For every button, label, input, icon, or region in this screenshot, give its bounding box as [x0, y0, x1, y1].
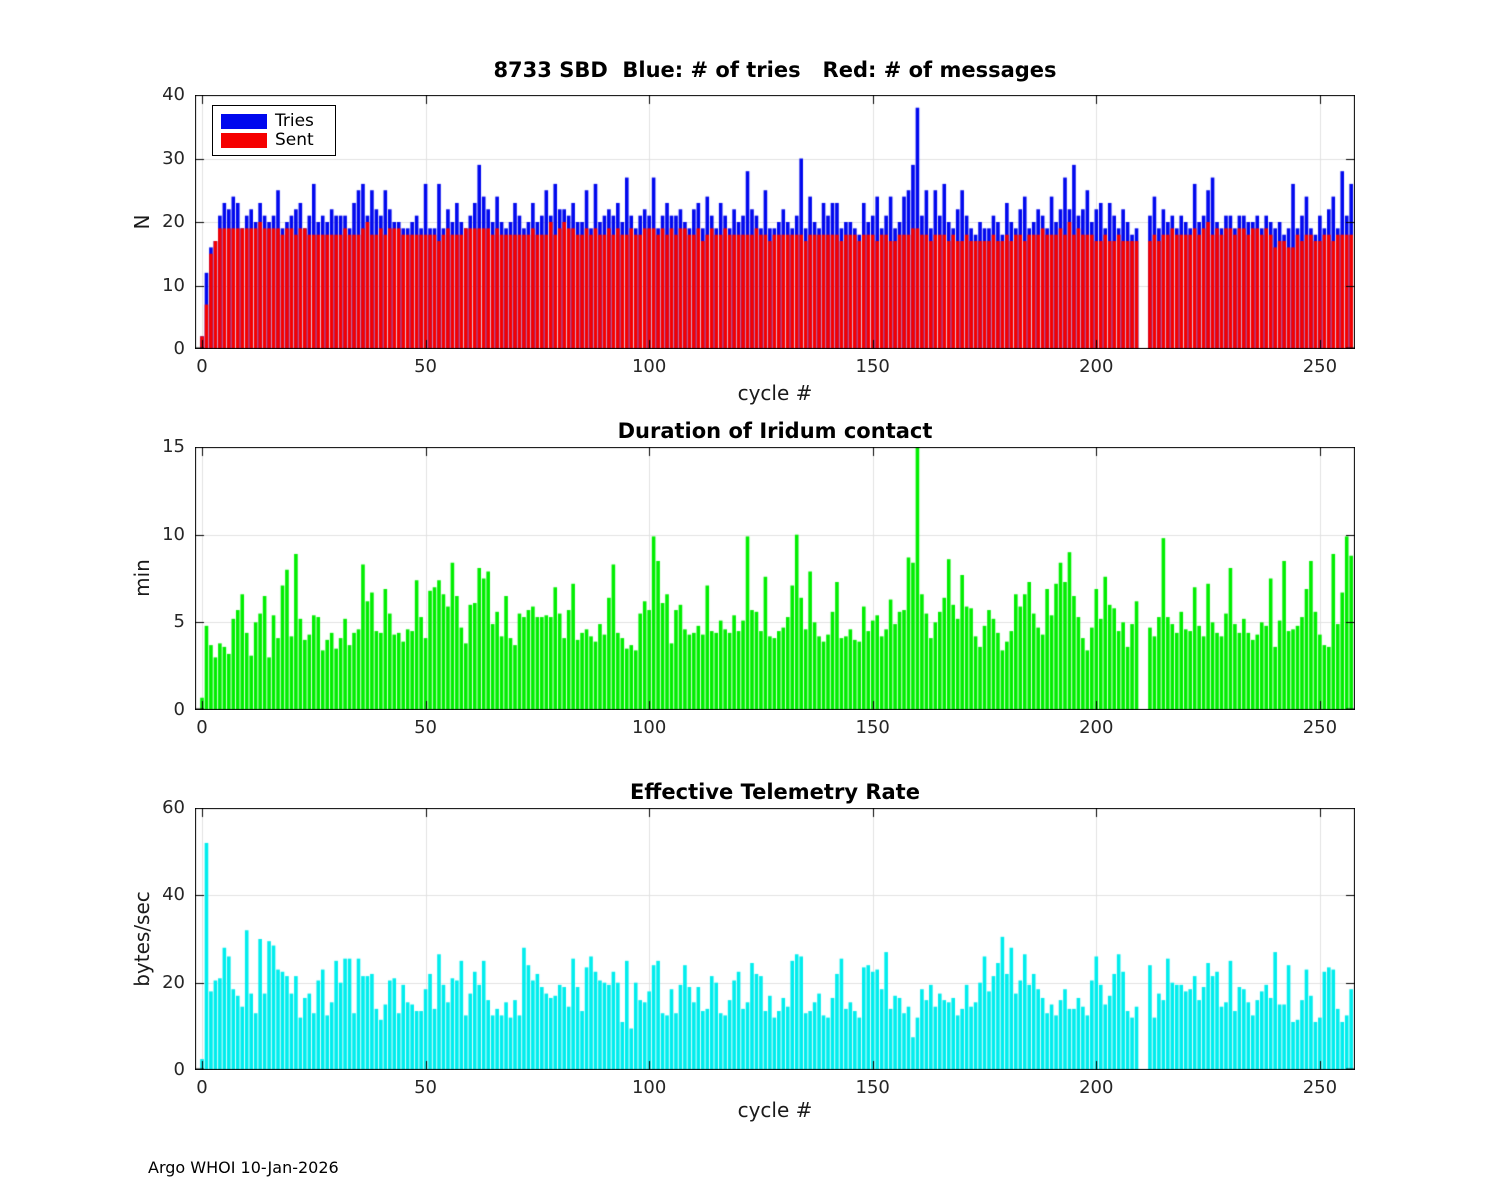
chart-title-iridium-duration: Duration of Iridum contact — [617, 419, 933, 443]
figure-footer-text: Argo WHOI 10-Jan-2026 — [148, 1158, 339, 1177]
y-tick-label: 5 — [173, 611, 185, 633]
x-axis-label-cycle-top: cycle # — [737, 381, 813, 405]
x-axis-label-cycle-bottom: cycle # — [737, 1098, 813, 1122]
chart-title-tries-messages: 8733 SBD Blue: # of tries Red: # of mess… — [493, 58, 1057, 82]
y-tick-label: 0 — [173, 1059, 185, 1080]
y-axis-label-min: min — [130, 559, 154, 597]
y-tick-label: 0 — [173, 338, 185, 359]
y-tick-label: 0 — [173, 699, 185, 720]
legend-label-tries: Tries — [275, 111, 314, 131]
sent-color-swatch — [221, 133, 267, 148]
chart-title-telemetry-rate: Effective Telemetry Rate — [630, 780, 920, 804]
x-tick-label: 0 — [196, 717, 208, 738]
x-tick-label: 200 — [1079, 356, 1114, 377]
y-tick-label: 15 — [162, 436, 185, 457]
y-axis-label-bytes-per-sec: bytes/sec — [130, 891, 154, 987]
x-tick-label: 250 — [1302, 356, 1338, 377]
x-tick-label: 50 — [414, 1077, 438, 1098]
x-tick-label: 50 — [414, 717, 438, 738]
legend-entry-sent: Sent — [221, 131, 335, 150]
y-tick-label: 40 — [162, 84, 185, 105]
y-tick-label: 60 — [162, 797, 185, 818]
y-tick-label: 40 — [162, 884, 185, 906]
duration-bar-chart — [195, 447, 1355, 710]
x-tick-label: 100 — [631, 717, 667, 738]
tries-color-swatch — [221, 114, 267, 129]
legend: Tries Sent — [212, 105, 336, 156]
x-tick-label: 100 — [631, 1077, 667, 1098]
legend-label-sent: Sent — [275, 130, 314, 150]
x-tick-label: 200 — [1079, 717, 1114, 738]
legend-entry-tries: Tries — [221, 112, 335, 131]
y-tick-label: 10 — [162, 274, 185, 296]
x-tick-label: 150 — [855, 356, 890, 377]
y-tick-label: 10 — [162, 523, 185, 545]
x-tick-label: 200 — [1079, 1077, 1114, 1098]
x-tick-label: 250 — [1302, 717, 1338, 738]
telemetry-rate-bar-chart — [195, 808, 1355, 1070]
x-tick-label: 250 — [1302, 1077, 1338, 1098]
y-tick-label: 30 — [162, 147, 185, 169]
y-tick-label: 20 — [162, 211, 185, 232]
x-tick-label: 0 — [196, 1077, 208, 1098]
tries-sent-bar-chart — [195, 95, 1355, 349]
y-tick-label: 20 — [162, 971, 185, 993]
x-tick-label: 150 — [855, 717, 890, 738]
x-tick-label: 0 — [196, 356, 208, 377]
x-tick-label: 50 — [414, 356, 438, 377]
x-tick-label: 100 — [631, 356, 667, 377]
x-tick-label: 150 — [855, 1077, 890, 1098]
